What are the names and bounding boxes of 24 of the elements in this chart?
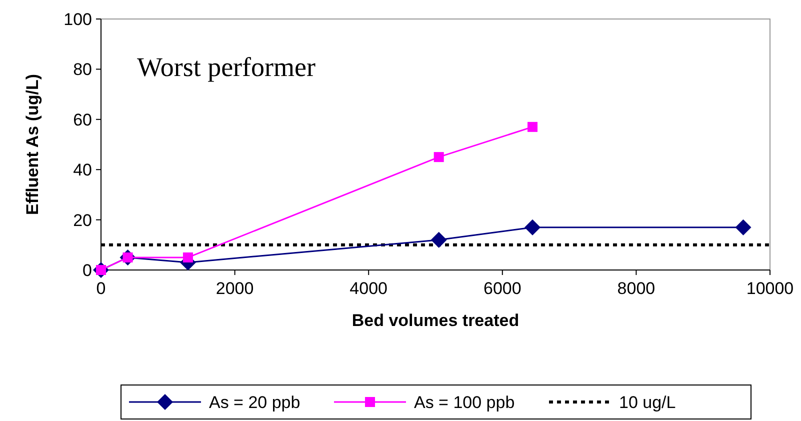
point — [735, 219, 752, 236]
y-tick-label: 0 — [82, 260, 92, 280]
y-tick-label: 40 — [73, 160, 92, 180]
y-tick-label: 100 — [64, 10, 92, 29]
x-axis-title: Bed volumes treated — [352, 311, 520, 330]
x-tick-label: 2000 — [216, 279, 254, 298]
x-tick-label: 10000 — [746, 279, 794, 298]
point — [528, 122, 538, 132]
x-tick-label: 0 — [96, 279, 106, 298]
point — [182, 252, 193, 262]
point — [430, 232, 447, 248]
legend-label: As = 20 ppb — [209, 392, 300, 412]
x-tick-label: 4000 — [350, 279, 388, 298]
annotation: Worst performer — [137, 52, 316, 82]
y-tick-label: 60 — [73, 110, 92, 130]
point — [434, 152, 444, 162]
point — [524, 219, 541, 236]
legend-label: As = 100 ppb — [414, 392, 515, 412]
x-tick-label: 6000 — [483, 279, 522, 298]
y-tick-label: 20 — [73, 210, 92, 230]
x-tick-label: 8000 — [617, 279, 656, 298]
y-tick-label: 80 — [73, 60, 92, 80]
y-axis-title: Effluent As (ug/L) — [23, 74, 42, 216]
legend-label: 10 ug/L — [619, 392, 676, 412]
